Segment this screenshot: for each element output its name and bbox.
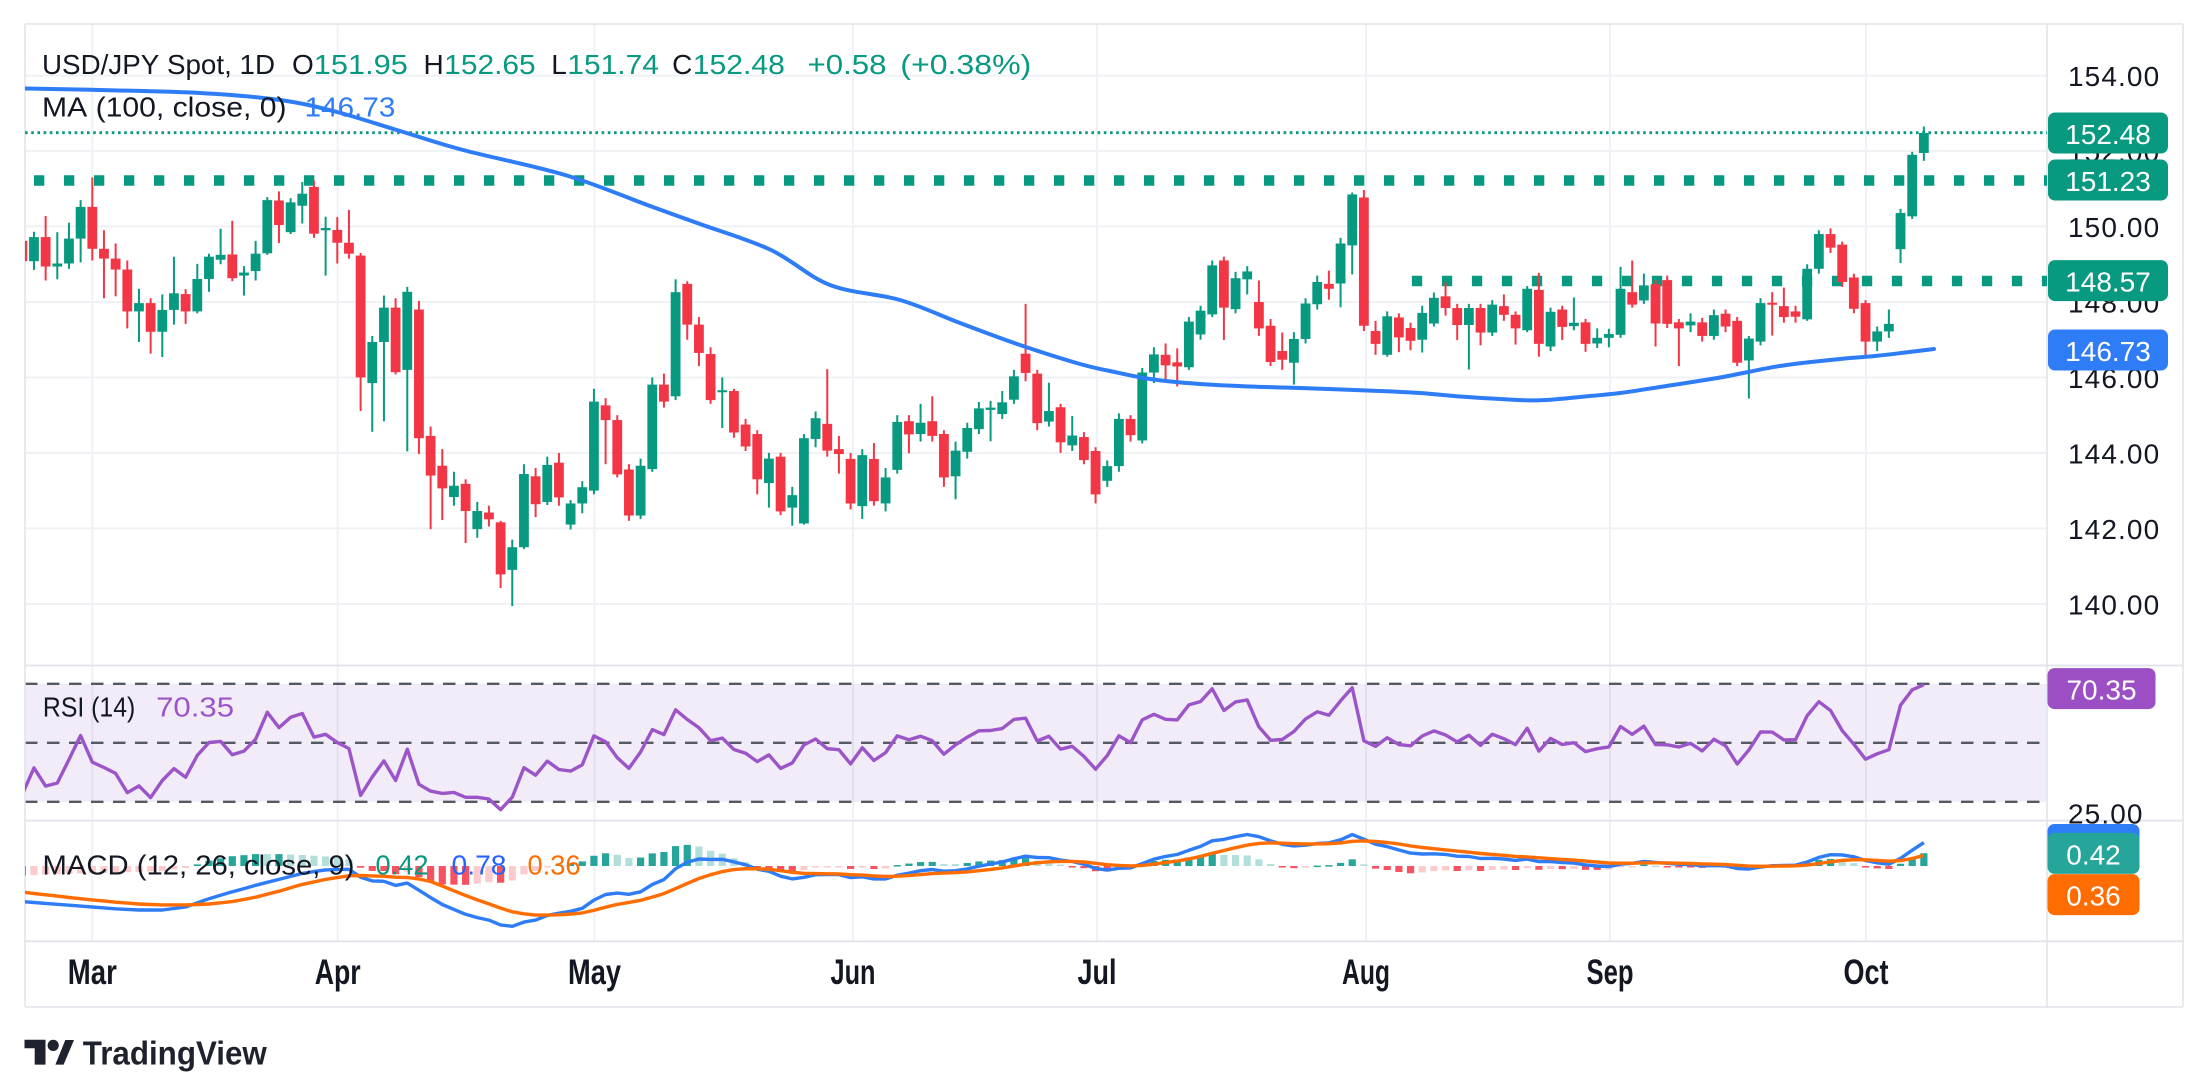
svg-text:150.00: 150.00 (2068, 212, 2160, 243)
svg-text:MA (100, close, 0): MA (100, close, 0) (42, 92, 287, 123)
svg-text:0.42: 0.42 (2066, 839, 2121, 870)
svg-text:Sep: Sep (1587, 953, 1634, 992)
svg-text:Apr: Apr (315, 953, 361, 992)
svg-text:142.00: 142.00 (2068, 514, 2160, 545)
svg-text:+0.58: +0.58 (808, 49, 887, 80)
svg-text:Mar: Mar (68, 953, 117, 992)
svg-text:Jun: Jun (831, 953, 876, 992)
svg-text:L: L (551, 49, 567, 80)
svg-text:May: May (568, 953, 621, 992)
svg-text:MACD (12, 26, close, 9): MACD (12, 26, close, 9) (43, 850, 355, 881)
svg-text:152.48: 152.48 (693, 49, 785, 80)
svg-text:151.74: 151.74 (567, 49, 659, 80)
svg-text:144.00: 144.00 (2068, 439, 2160, 470)
svg-text:RSI (14): RSI (14) (43, 692, 135, 723)
svg-text:0.78: 0.78 (452, 850, 507, 881)
svg-text:Oct: Oct (1844, 953, 1889, 992)
svg-text:Jul: Jul (1078, 953, 1117, 992)
svg-text:0.36: 0.36 (528, 850, 581, 881)
svg-text:(+0.38%): (+0.38%) (900, 49, 1031, 80)
svg-text:140.00: 140.00 (2068, 590, 2160, 621)
svg-text:154.00: 154.00 (2068, 61, 2160, 92)
svg-text:151.23: 151.23 (2065, 166, 2151, 197)
svg-text:152.48: 152.48 (2065, 119, 2151, 150)
svg-text:146.73: 146.73 (2065, 336, 2151, 367)
svg-text:146.73: 146.73 (305, 92, 396, 123)
svg-text:O: O (292, 49, 314, 80)
svg-text:TradingView: TradingView (83, 1036, 268, 1073)
svg-text:H: H (424, 49, 444, 80)
svg-text:Aug: Aug (1342, 953, 1390, 992)
svg-text:148.57: 148.57 (2065, 267, 2151, 298)
svg-text:C: C (672, 49, 692, 80)
svg-text:152.65: 152.65 (444, 49, 536, 80)
svg-text:70.35: 70.35 (156, 692, 234, 723)
svg-text:151.95: 151.95 (314, 49, 408, 80)
svg-text:0.36: 0.36 (2066, 881, 2121, 912)
svg-text:USD/JPY Spot, 1D: USD/JPY Spot, 1D (42, 49, 275, 80)
svg-text:0.42: 0.42 (376, 850, 429, 881)
svg-text:70.35: 70.35 (2066, 675, 2136, 706)
